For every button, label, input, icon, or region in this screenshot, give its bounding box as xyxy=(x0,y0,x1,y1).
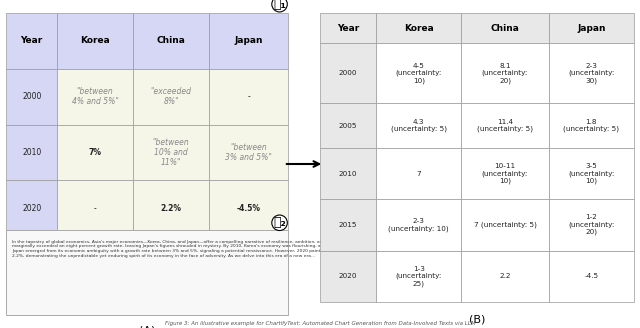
FancyBboxPatch shape xyxy=(320,148,376,199)
Text: Japan: Japan xyxy=(577,24,605,33)
FancyBboxPatch shape xyxy=(461,148,549,199)
FancyBboxPatch shape xyxy=(209,13,288,69)
Text: 7: 7 xyxy=(417,171,421,177)
Text: "between
3% and 5%": "between 3% and 5%" xyxy=(225,143,272,162)
Text: Korea: Korea xyxy=(404,24,434,33)
FancyBboxPatch shape xyxy=(549,199,634,251)
Text: 2010: 2010 xyxy=(22,148,42,157)
Text: 2.2: 2.2 xyxy=(499,273,511,279)
FancyBboxPatch shape xyxy=(209,180,288,236)
FancyBboxPatch shape xyxy=(320,251,376,302)
Text: In the tapestry of global economics, Asia's major economies—Korea, China, and Ja: In the tapestry of global economics, Asi… xyxy=(12,240,628,257)
FancyBboxPatch shape xyxy=(6,13,57,69)
Text: Year: Year xyxy=(337,24,359,33)
Text: 2-3
(uncertainty: 10): 2-3 (uncertainty: 10) xyxy=(388,218,449,232)
Text: 10-11
(uncertainty:
10): 10-11 (uncertainty: 10) xyxy=(482,163,528,184)
FancyBboxPatch shape xyxy=(549,43,634,103)
FancyBboxPatch shape xyxy=(376,43,461,103)
FancyBboxPatch shape xyxy=(57,13,133,69)
FancyBboxPatch shape xyxy=(461,199,549,251)
FancyBboxPatch shape xyxy=(6,69,57,125)
FancyBboxPatch shape xyxy=(57,180,133,236)
Text: 2020: 2020 xyxy=(339,273,358,279)
FancyBboxPatch shape xyxy=(549,251,634,302)
FancyBboxPatch shape xyxy=(6,180,57,236)
Text: 1-3
(uncertainty:
25): 1-3 (uncertainty: 25) xyxy=(396,266,442,287)
Text: -: - xyxy=(247,92,250,101)
FancyBboxPatch shape xyxy=(320,43,376,103)
Text: Ⓐ₁: Ⓐ₁ xyxy=(273,0,286,11)
Text: "between
4% and 5%": "between 4% and 5%" xyxy=(72,87,118,107)
Text: Year: Year xyxy=(20,36,43,46)
FancyBboxPatch shape xyxy=(133,180,209,236)
FancyBboxPatch shape xyxy=(376,13,461,43)
Text: Ⓐ₂: Ⓐ₂ xyxy=(273,216,286,229)
FancyBboxPatch shape xyxy=(6,230,288,315)
FancyBboxPatch shape xyxy=(376,103,461,148)
Text: 4-5
(uncertainty:
10): 4-5 (uncertainty: 10) xyxy=(396,63,442,84)
Text: 3-5
(uncertainty:
10): 3-5 (uncertainty: 10) xyxy=(568,163,614,184)
FancyBboxPatch shape xyxy=(133,125,209,180)
Text: 2-3
(uncertainty:
30): 2-3 (uncertainty: 30) xyxy=(568,63,614,84)
FancyBboxPatch shape xyxy=(209,125,288,180)
FancyBboxPatch shape xyxy=(549,13,634,43)
Text: 11.4
(uncertainty: 5): 11.4 (uncertainty: 5) xyxy=(477,119,533,133)
Text: 2010: 2010 xyxy=(339,171,358,177)
FancyBboxPatch shape xyxy=(133,13,209,69)
Text: "exceeded
8%": "exceeded 8%" xyxy=(150,87,191,107)
Text: 2015: 2015 xyxy=(339,222,358,228)
FancyBboxPatch shape xyxy=(209,69,288,125)
Text: Figure 3: An illustrative example for ChartifyText: Automated Chart Generation f: Figure 3: An illustrative example for Ch… xyxy=(164,321,476,326)
FancyBboxPatch shape xyxy=(57,69,133,125)
Text: 7 (uncertainty: 5): 7 (uncertainty: 5) xyxy=(474,222,536,228)
FancyBboxPatch shape xyxy=(549,103,634,148)
FancyBboxPatch shape xyxy=(133,69,209,125)
Text: 2000: 2000 xyxy=(339,70,358,76)
FancyBboxPatch shape xyxy=(549,148,634,199)
Text: 7%: 7% xyxy=(88,148,102,157)
Text: (A): (A) xyxy=(139,325,156,328)
FancyBboxPatch shape xyxy=(461,13,549,43)
FancyBboxPatch shape xyxy=(320,103,376,148)
Text: Japan: Japan xyxy=(234,36,263,46)
FancyBboxPatch shape xyxy=(461,43,549,103)
Text: "between
10% and
11%": "between 10% and 11%" xyxy=(153,138,189,167)
FancyBboxPatch shape xyxy=(376,251,461,302)
Text: China: China xyxy=(157,36,186,46)
FancyBboxPatch shape xyxy=(461,103,549,148)
FancyBboxPatch shape xyxy=(376,148,461,199)
FancyBboxPatch shape xyxy=(320,13,376,43)
FancyBboxPatch shape xyxy=(57,125,133,180)
Text: 2.2%: 2.2% xyxy=(161,204,182,213)
FancyBboxPatch shape xyxy=(461,251,549,302)
Text: 8.1
(uncertainty:
20): 8.1 (uncertainty: 20) xyxy=(482,63,528,84)
Text: 2005: 2005 xyxy=(339,123,358,129)
Text: -4.5: -4.5 xyxy=(584,273,598,279)
Text: (B): (B) xyxy=(468,314,485,324)
Text: 1.8
(uncertainty: 5): 1.8 (uncertainty: 5) xyxy=(563,119,620,133)
Text: 2000: 2000 xyxy=(22,92,42,101)
Text: -4.5%: -4.5% xyxy=(237,204,260,213)
Text: 2020: 2020 xyxy=(22,204,42,213)
Text: 1-2
(uncertainty:
20): 1-2 (uncertainty: 20) xyxy=(568,215,614,236)
FancyBboxPatch shape xyxy=(376,199,461,251)
FancyBboxPatch shape xyxy=(320,199,376,251)
Text: Korea: Korea xyxy=(80,36,110,46)
Text: 4.3
(uncertainty: 5): 4.3 (uncertainty: 5) xyxy=(391,119,447,133)
Text: China: China xyxy=(491,24,520,33)
Text: -: - xyxy=(93,204,97,213)
FancyBboxPatch shape xyxy=(6,125,57,180)
